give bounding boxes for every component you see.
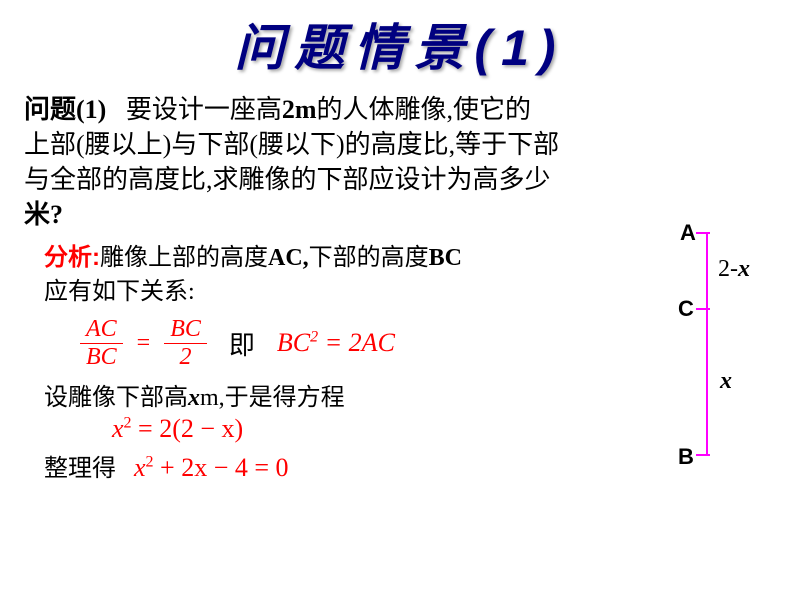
set-x: x (188, 385, 200, 411)
point-a-label: A (680, 220, 696, 246)
analysis-bc: BC (429, 245, 462, 271)
bc2-rest: = 2AC (318, 328, 395, 357)
equation-1: x2 = 2(2 − x) (44, 414, 776, 444)
analysis-line-2: 应有如下关系: (44, 277, 776, 308)
set-variable-line: 设雕像下部高xm,于是得方程 (44, 377, 776, 412)
seg-ac-x: x (738, 256, 750, 282)
eq2-x: x (134, 453, 146, 482)
analysis-l1a: 雕像上部的高度 (100, 245, 268, 271)
point-c-label: C (678, 296, 694, 322)
eq2-math: x2 + 2x − 4 = 0 (134, 453, 289, 483)
tick-a (696, 232, 710, 234)
eq-sign-1: = (137, 330, 151, 357)
page-title: 问题情景(1) (0, 0, 800, 92)
point-b-label: B (678, 444, 694, 470)
bc-squared-eq: BC2 = 2AC (277, 328, 395, 358)
segment-cb-label: x (720, 368, 732, 395)
eq1-x: x (112, 414, 124, 443)
frac2-num: BC (164, 316, 207, 343)
analysis-l1b: 下部的高度 (309, 245, 429, 271)
set-t1: 设雕像下部高 (44, 385, 188, 411)
tick-b (696, 454, 710, 456)
final-row: 整理得 x2 + 2x − 4 = 0 (44, 448, 776, 483)
problem-text-1b: 的人体雕像,使它的 (317, 95, 532, 124)
analysis-line-1: 分析:雕像上部的高度AC,下部的高度BC (44, 242, 776, 274)
tick-c (696, 308, 710, 310)
segment-ac-label: 2-x (718, 256, 750, 283)
set-t2: 于是得方程 (225, 385, 345, 411)
frac1-num: AC (80, 316, 123, 343)
set-unit: m, (200, 385, 225, 411)
frac1-den: BC (80, 344, 123, 371)
fraction-ac-bc: AC BC (80, 316, 123, 371)
eq2-rest: + 2x − 4 = 0 (154, 453, 289, 482)
eq1-sup: 2 (124, 414, 132, 431)
problem-height: 2m (282, 95, 317, 124)
analysis-label: 分析: (44, 244, 100, 271)
page-title-text: 问题情景(1) (234, 20, 565, 76)
frac2-den: 2 (174, 344, 198, 371)
analysis-ac: AC, (268, 245, 309, 271)
segment-diagram: A C B 2-x x (674, 228, 774, 466)
problem-text-4: 米? (24, 200, 63, 229)
seg-ac-pre: 2- (718, 256, 738, 282)
seg-cb-x: x (720, 368, 732, 394)
ji-label: 即 (221, 325, 263, 362)
ratio-equation: AC BC = BC 2 即 BC2 = 2AC (44, 316, 776, 371)
zhengli-label: 整理得 (44, 448, 116, 483)
bc2-sup: 2 (310, 329, 318, 346)
eq1-math: x2 = 2(2 − x) (112, 414, 243, 443)
eq2-sup: 2 (146, 453, 154, 470)
problem-statement: 问题(1) 要设计一座高2m的人体雕像,使它的 上部(腰以上)与下部(腰以下)的… (0, 92, 800, 232)
problem-text-3: 与全部的高度比,求雕像的下部应设计为高多少 (24, 165, 551, 194)
analysis-l2: 应有如下关系: (44, 279, 195, 305)
problem-text-2: 上部(腰以上)与下部(腰以下)的高度比,等于下部 (24, 130, 559, 159)
bc2-bc: BC (277, 328, 310, 357)
problem-lead: 问题(1) (24, 95, 106, 124)
fraction-bc-2: BC 2 (164, 316, 207, 371)
eq1-rest: = 2(2 − x) (132, 414, 244, 443)
vertical-line (706, 234, 708, 456)
problem-text-1: 要设计一座高 (126, 95, 282, 124)
